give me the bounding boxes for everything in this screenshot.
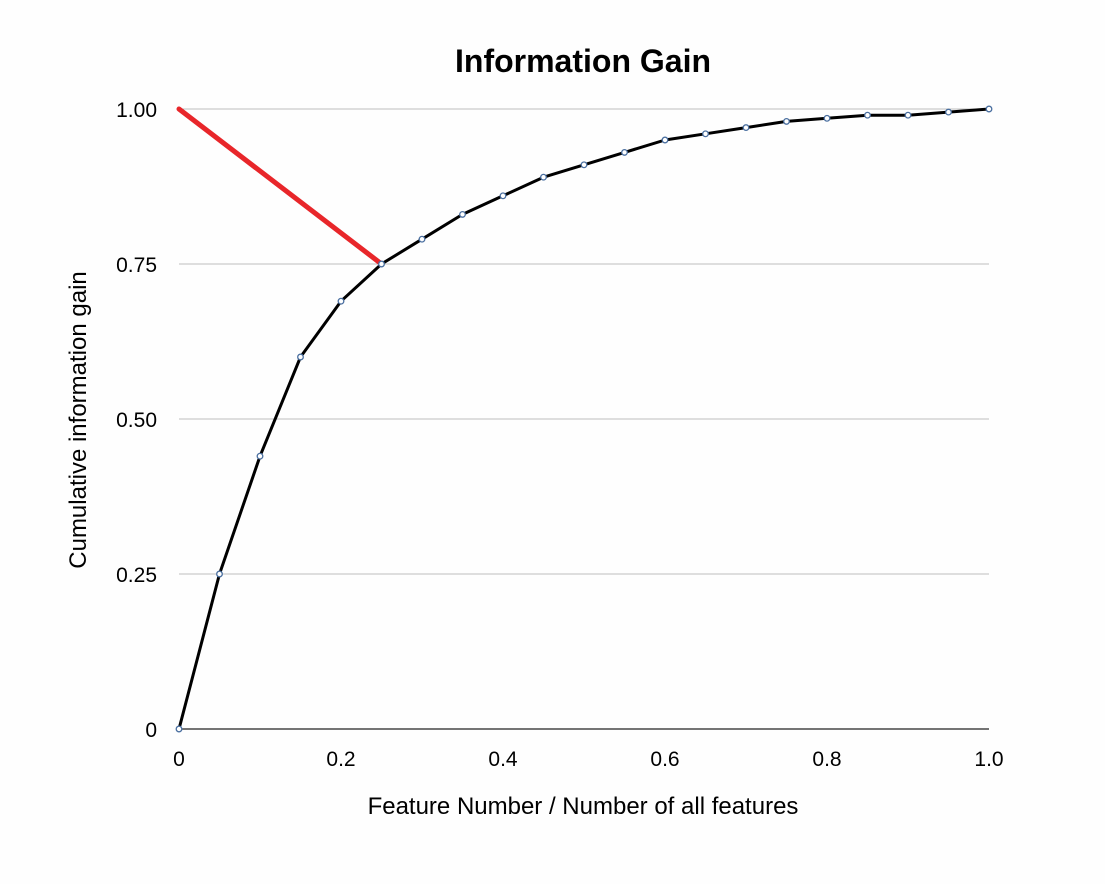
data-point: [783, 117, 790, 125]
data-point: [540, 173, 547, 181]
grid-lines: [179, 108, 989, 575]
data-point: [256, 452, 264, 460]
data-point: [945, 108, 952, 116]
data-point: [702, 130, 709, 138]
x-tick-label: 1.0: [974, 748, 1003, 771]
annotations: [176, 106, 384, 267]
data-point: [661, 136, 669, 144]
x-tick-label: 0.4: [488, 748, 518, 771]
series: [175, 105, 993, 733]
data-point: [823, 114, 831, 122]
data-point: [459, 210, 466, 218]
y-tick-label: 0: [145, 719, 157, 742]
y-axis-label: Cumulative information gain: [65, 271, 92, 568]
data-point: [337, 297, 345, 305]
chart-title: Information Gain: [455, 43, 711, 79]
y-tick-label: 0.25: [116, 564, 157, 587]
data-point: [904, 111, 912, 119]
y-tick-label: 0.50: [116, 409, 157, 432]
y-tick-label: 1.00: [116, 99, 157, 122]
tick-labels: 0 0.25 0.50 0.75 1.00 0 0.2 0.4 0.6 0.8 1.0: [116, 99, 1003, 771]
data-point: [621, 148, 628, 156]
data-point: [864, 111, 871, 119]
x-tick-label: 0: [173, 748, 185, 771]
y-tick-label: 0.75: [116, 254, 157, 277]
x-tick-label: 0.8: [812, 748, 841, 771]
data-point: [297, 353, 304, 361]
data-point: [985, 105, 993, 113]
data-point: [580, 161, 588, 169]
data-point: [499, 192, 507, 200]
data-point: [418, 235, 426, 243]
data-point: [742, 124, 750, 132]
data-point: [378, 260, 385, 268]
x-axis-label: Feature Number / Number of all features: [368, 793, 799, 820]
data-point: [175, 725, 183, 733]
x-tick-label: 0.6: [650, 748, 679, 771]
annotation-segment-0: [176, 106, 384, 267]
data-point: [216, 570, 223, 578]
x-tick-label: 0.2: [326, 748, 355, 771]
